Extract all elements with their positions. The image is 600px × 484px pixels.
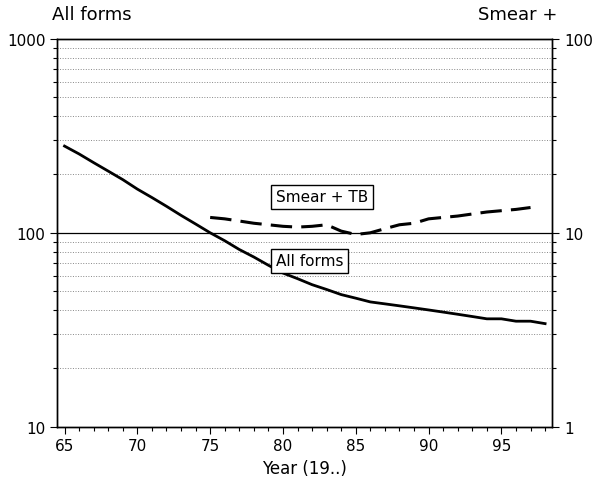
Text: All forms: All forms [275,254,343,269]
Text: Smear +: Smear + [478,6,557,24]
Text: Smear + TB: Smear + TB [275,190,368,205]
X-axis label: Year (19..): Year (19..) [262,459,347,477]
Text: All forms: All forms [52,6,132,24]
